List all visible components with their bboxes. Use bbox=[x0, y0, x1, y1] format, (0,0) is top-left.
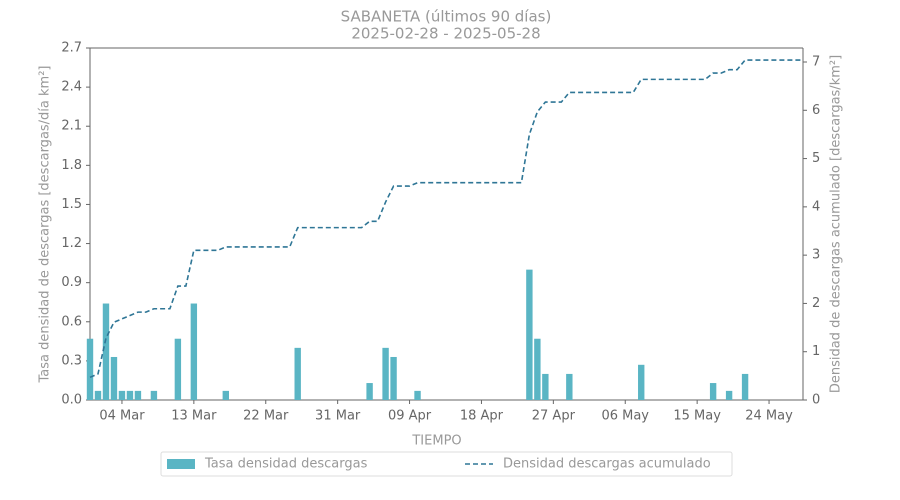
y-tick-label: 2.7 bbox=[61, 41, 82, 56]
y2-tick-label: 1 bbox=[812, 344, 820, 359]
legend-box bbox=[160, 451, 733, 477]
y-tick-label: 0.0 bbox=[61, 393, 82, 408]
y-tick-label: 0.3 bbox=[61, 353, 82, 368]
x-tick-label: 04 Mar bbox=[99, 409, 145, 424]
cumulative-line bbox=[89, 59, 801, 379]
legend-label: Tasa densidad descargas bbox=[204, 457, 368, 472]
y-tick-label: 0.6 bbox=[61, 314, 82, 329]
bar bbox=[638, 364, 645, 400]
x-tick-label: 09 Apr bbox=[388, 409, 432, 424]
y2-tick-label: 2 bbox=[812, 296, 820, 311]
bar bbox=[725, 390, 733, 400]
bar bbox=[542, 373, 549, 400]
x-tick-label: 27 Apr bbox=[532, 409, 576, 424]
x-tick-label: 22 Mar bbox=[243, 409, 289, 424]
y2-tick-label: 6 bbox=[812, 103, 820, 118]
y2-tick-label: 3 bbox=[812, 248, 820, 263]
bar bbox=[86, 338, 94, 400]
y-tick-label: 1.5 bbox=[61, 197, 82, 212]
bar bbox=[174, 338, 182, 400]
x-tick-label: 31 Mar bbox=[315, 409, 361, 424]
bar bbox=[709, 383, 717, 400]
y-axis-label: Tasa densidad de descargas [descargas/dí… bbox=[38, 66, 53, 384]
y-tick-label: 2.1 bbox=[61, 119, 82, 134]
x-tick-label: 18 Apr bbox=[460, 409, 504, 424]
bar bbox=[390, 356, 397, 400]
bar bbox=[414, 390, 421, 400]
bar bbox=[382, 347, 389, 400]
y2-tick-label: 5 bbox=[812, 151, 820, 166]
y-tick-label: 1.2 bbox=[61, 236, 82, 251]
x-tick-label: 13 Mar bbox=[171, 409, 217, 424]
x-tick-label: 15 May bbox=[673, 409, 721, 424]
bar bbox=[94, 390, 102, 400]
bar bbox=[150, 390, 158, 400]
chart-subtitle: 2025-02-28 - 2025-05-28 bbox=[351, 25, 540, 43]
bar bbox=[534, 338, 541, 400]
bar bbox=[526, 269, 533, 400]
bar bbox=[190, 303, 198, 400]
chart-title: SABANETA (últimos 90 días) bbox=[341, 8, 552, 26]
y2-tick-label: 0 bbox=[812, 393, 820, 408]
bar bbox=[741, 373, 749, 400]
bar bbox=[118, 390, 126, 400]
bar bbox=[110, 356, 118, 400]
bar bbox=[566, 373, 573, 400]
bar bbox=[134, 390, 142, 400]
y2-tick-label: 4 bbox=[812, 199, 820, 214]
bar bbox=[366, 383, 373, 400]
bar bbox=[222, 390, 230, 400]
y2-tick-label: 7 bbox=[812, 55, 820, 70]
y2-axis-label: Densidad de descargas acumulado [descarg… bbox=[829, 55, 844, 393]
x-tick-label: 06 May bbox=[601, 409, 649, 424]
y-tick-label: 1.8 bbox=[61, 158, 82, 173]
y-tick-label: 0.9 bbox=[61, 275, 82, 290]
bar bbox=[126, 390, 134, 400]
legend-swatch bbox=[167, 459, 195, 469]
bar bbox=[102, 303, 110, 400]
bar bbox=[294, 347, 301, 400]
x-axis-label: TIEMPO bbox=[411, 434, 461, 449]
x-tick-label: 24 May bbox=[745, 409, 793, 424]
legend-label: Densidad descargas acumulado bbox=[503, 457, 711, 472]
y-tick-label: 2.4 bbox=[61, 80, 82, 95]
